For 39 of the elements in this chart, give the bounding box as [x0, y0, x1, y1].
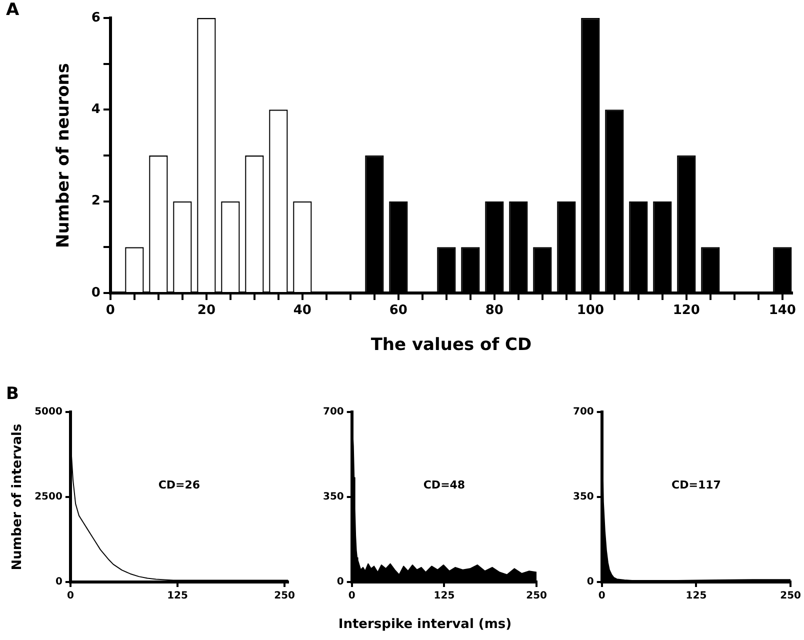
chart-title: A [6, 0, 20, 20]
y-tick-label: 2500 [34, 492, 62, 503]
x-tick-label: 80 [485, 303, 504, 318]
x-tick-label: 125 [686, 590, 707, 602]
x-tick-label: 100 [576, 303, 604, 318]
x-tick-label: 120 [672, 303, 700, 318]
y-axis-title: Number of intervals [10, 424, 26, 570]
y-tick-label: 6 [91, 10, 100, 26]
x-tick-label: 250 [526, 590, 548, 602]
x-tick-label: 250 [780, 590, 802, 602]
x-tick-label: 60 [389, 303, 408, 318]
y-tick-label: 0 [336, 576, 344, 588]
x-tick-label: 140 [768, 303, 796, 318]
y-tick-label: 0 [55, 576, 62, 588]
y-tick-label: 4 [91, 102, 100, 118]
annotation: CD=117 [672, 478, 721, 492]
y-tick-label: 2 [91, 194, 100, 209]
x-tick-label: 0 [598, 590, 606, 602]
x-tick-label: 0 [348, 590, 356, 602]
x-tick-label: 20 [197, 303, 216, 318]
y-tick-label: 700 [323, 406, 344, 418]
chart-title: B [6, 384, 19, 404]
x-tick-label: 40 [293, 303, 312, 318]
x-tick-label: 0 [66, 590, 74, 602]
y-tick-label: 5000 [34, 406, 62, 418]
y-tick-label: 700 [573, 406, 594, 418]
y-tick-label: 0 [91, 285, 100, 300]
x-axis-title: The values of CD [370, 335, 532, 356]
y-tick-label: 350 [323, 492, 344, 503]
x-tick-label: 125 [167, 590, 188, 602]
x-axis-title: Interspike interval (ms) [337, 617, 513, 632]
y-tick-label: 350 [573, 492, 594, 503]
x-tick-label: 0 [106, 303, 115, 318]
annotation: CD=26 [158, 478, 200, 492]
x-tick-label: 250 [274, 590, 296, 602]
y-tick-label: 0 [586, 576, 594, 588]
annotation: CD=48 [423, 478, 466, 492]
y-axis-title: Number of neurons [54, 62, 74, 248]
x-tick-label: 125 [434, 590, 455, 602]
